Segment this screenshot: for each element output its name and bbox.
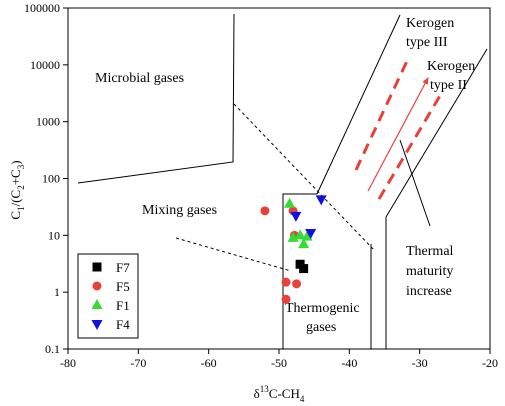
thermal-label-line2: maturity <box>406 264 453 279</box>
y-tick-label: 10000 <box>30 58 60 72</box>
kerogen2-boundary <box>385 48 488 218</box>
x-axis-label: δ13C-CH4 <box>254 384 305 404</box>
y-tick-label: 10 <box>48 228 60 242</box>
legend-label-f1: F1 <box>116 298 130 313</box>
x-axis-ticks: -80 -70 -60 -50 -40 -30 -20 <box>60 349 498 370</box>
x-tick-label: -80 <box>60 356 76 370</box>
legend-box <box>77 253 139 339</box>
kerogen3-boundary <box>316 14 401 195</box>
data-point-f7 <box>299 264 309 274</box>
mixing-gases-label: Mixing gases <box>142 203 217 218</box>
y-axis-label: C1/(C2+C3) <box>8 160 26 219</box>
x-tick-label: -40 <box>341 356 357 370</box>
y-tick-label: 1 <box>54 285 60 299</box>
red-dashed-arrow-left <box>354 60 409 171</box>
y-tick-label: 100 <box>42 172 60 186</box>
thermal-label-line1: Thermal <box>406 244 454 259</box>
data-point-f5 <box>281 294 291 304</box>
legend-label-f4: F4 <box>116 317 130 332</box>
legend-marker-f4 <box>91 320 103 330</box>
data-point-f5 <box>292 279 302 289</box>
y-axis-ticks: 0.1 1 10 100 1000 10000 100000 <box>24 1 68 356</box>
kerogen2-label-line2: type II <box>430 78 467 93</box>
thermogenic-label-line1: Thermogenic <box>285 301 360 316</box>
kerogen2-label-line1: Kerogen <box>427 59 475 74</box>
red-solid-arrow <box>367 77 429 192</box>
y-tick-label: 100000 <box>24 1 60 15</box>
x-tick-label: -60 <box>201 356 217 370</box>
y-tick-label: 0.1 <box>45 342 60 356</box>
red-dashed-arrow-right <box>377 93 443 200</box>
mixing-boundaries <box>175 103 376 272</box>
mixing-lower-dashed <box>175 237 292 272</box>
x-tick-label: -50 <box>271 356 287 370</box>
data-point-f1 <box>298 238 310 249</box>
data-point-f4 <box>315 195 327 206</box>
data-points <box>260 195 327 304</box>
data-point-f1 <box>301 230 313 241</box>
legend-label-f7: F7 <box>116 260 130 275</box>
legend-marker-f7 <box>92 262 102 272</box>
thermal-label-line3: increase <box>406 284 452 299</box>
data-point-f4 <box>290 211 302 222</box>
legend-marker-f5 <box>92 281 102 291</box>
x-tick-label: -70 <box>130 356 146 370</box>
legend-marker-f1 <box>91 299 103 309</box>
kerogen3-label-line2: type III <box>406 35 448 50</box>
legend-label-f5: F5 <box>116 279 130 294</box>
region-labels: Microbial gases Mixing gases Thermogenic… <box>95 16 475 335</box>
data-point-f1 <box>284 197 296 208</box>
maturity-arrows <box>354 60 443 200</box>
data-point-f5 <box>260 206 270 216</box>
data-point-f1 <box>287 231 299 242</box>
mixing-upper-dashed <box>233 103 376 252</box>
data-point-f1 <box>294 229 306 240</box>
data-point-f4 <box>305 228 317 239</box>
thermal-label-pointer <box>399 139 431 227</box>
kerogen3-label-line1: Kerogen <box>406 16 454 31</box>
legend: F7 F5 F1 F4 <box>77 253 139 339</box>
x-tick-label: -30 <box>412 356 428 370</box>
data-point-f5 <box>281 277 291 287</box>
microbial-boundary <box>77 13 235 184</box>
y-tick-label: 1000 <box>36 115 60 129</box>
thermogenic-label-line2: gases <box>306 320 336 335</box>
microbial-gases-label: Microbial gases <box>95 71 184 86</box>
x-tick-label: -20 <box>482 356 498 370</box>
